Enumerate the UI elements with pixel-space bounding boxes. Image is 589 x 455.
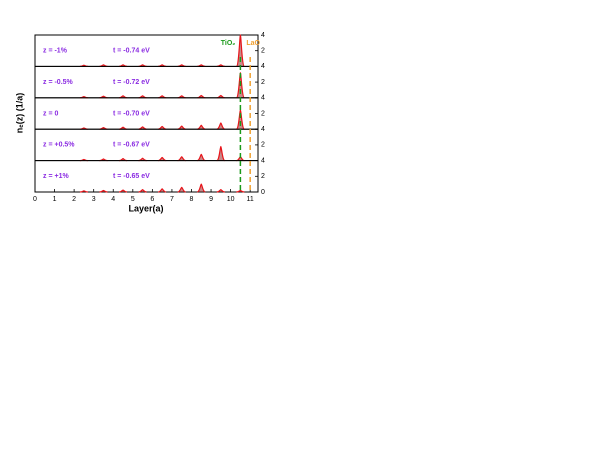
y-tick-label: 4 [261,157,265,164]
x-tick-label: 2 [72,196,76,203]
y-tick-label: 2 [261,79,265,86]
peak [216,145,226,162]
peak [177,125,186,130]
y-axis-label: nₑ(z) (1/a) [14,93,24,133]
y-tick-label: 4 [261,63,265,70]
hopping-label: t = -0.74 eV [113,48,150,55]
peak [216,122,226,130]
peak [177,186,186,193]
y-tick-label: 2 [261,48,265,55]
peak [79,190,88,193]
x-tick-label: 0 [33,196,37,203]
y-tick-label: 4 [261,95,265,102]
peak [216,189,225,193]
strain-label: z = +0.5% [43,142,75,149]
y-tick-label: 2 [261,173,265,180]
x-tick-label: 9 [209,196,213,203]
interface-label: TiO₂ [221,40,236,47]
peak [197,183,206,193]
peak [236,189,245,193]
peak [158,188,167,193]
hopping-label: t = -0.65 eV [113,173,150,180]
x-tick-label: 4 [111,196,115,203]
hopping-label: t = -0.72 eV [113,79,150,86]
interface-label: LaO [246,40,260,47]
strain-label: z = -0.5% [43,79,74,86]
x-tick-label: 1 [53,196,57,203]
peak [118,189,128,193]
x-tick-label: 11 [247,196,254,203]
y-tick-label: 2 [261,142,265,149]
x-tick-label: 6 [150,196,154,203]
peak [197,124,206,130]
peak [138,189,147,193]
y-tick-label: 2 [261,110,265,117]
peak [177,156,186,162]
x-tick-label: 7 [170,196,174,203]
hopping-label: t = -0.70 eV [113,110,150,117]
x-tick-label: 5 [131,196,135,203]
y-tick-label: 0 [261,189,265,196]
x-tick-label: 3 [92,196,96,203]
peak [158,125,167,130]
hopping-label: t = -0.67 eV [113,142,150,149]
x-axis-label: Layer(a) [128,203,163,213]
x-tick-label: 8 [190,196,194,203]
peak [158,156,167,162]
x-tick-label: 10 [227,196,235,203]
y-tick-label: 4 [261,126,265,133]
strain-label: z = 0 [43,110,58,117]
strain-label: z = +1% [43,173,69,180]
peak [235,108,245,130]
peak [99,189,108,193]
peak [235,34,245,67]
strain-label: z = -1% [43,48,68,55]
y-tick-label: 4 [261,32,265,39]
peak [197,153,206,162]
